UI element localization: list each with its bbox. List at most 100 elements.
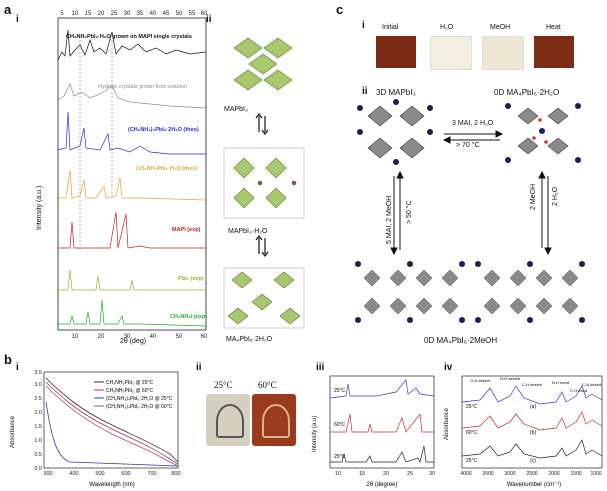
ftir-xlabel: Wavenumber (cm⁻¹)	[507, 482, 561, 488]
panel-a-letter: a	[4, 2, 12, 17]
xrd-xtick: 30	[429, 471, 435, 477]
top-tick: 35	[137, 11, 144, 17]
bottom-tick: 30	[124, 334, 131, 340]
trace-7	[58, 299, 207, 327]
photo-label-60c: 60°C	[258, 380, 277, 390]
uv-curve-1	[45, 377, 179, 463]
structures-figure	[223, 37, 305, 329]
xrd-frame	[57, 17, 207, 331]
structure-label-ma4pbi6: MA₄PbI₆·2H₂O	[226, 336, 273, 343]
top-tick: 15	[85, 11, 92, 17]
swatch-label-h2o: H₂O	[440, 24, 454, 31]
swatch-meoh	[482, 36, 524, 70]
trace-5	[58, 211, 206, 249]
ftir-annot-nh-stretch: N-H stretch	[500, 376, 520, 381]
top-tick: 40	[150, 11, 157, 17]
panel-b-letter: b	[4, 352, 12, 367]
swatch-label-initial: Initial	[382, 24, 399, 31]
swatch-initial	[376, 36, 416, 68]
ftir-label-25c-bottom: 25°C	[466, 458, 478, 464]
uv-ylabel: Absorbance	[10, 415, 16, 448]
label-0d-meoh: 0D MA₄PbI₆·2MeOH	[424, 336, 498, 345]
uv-vis-plot: 0.0 0.5 1.0 1.5 2.0 2.5 3.0 3.5 300 400 …	[34, 370, 180, 488]
panel-b-iii-label: iii	[316, 362, 325, 373]
top-tick: 50	[176, 11, 183, 17]
uv-xtick: 500	[95, 471, 104, 477]
trace-3	[57, 111, 206, 155]
xrd-xtick: 15	[359, 471, 365, 477]
arrow-top-upper-label: 3 MAI, 2 H₂O	[452, 120, 494, 127]
panel-b-iv-label: iv	[444, 362, 453, 373]
ftir-xtick: 3500	[482, 471, 493, 477]
xrd-top-ticks: 5 10 15 20 25 30 35 40 45 50 55 60	[60, 11, 208, 17]
uv-xlabel: Wavelength (nm)	[89, 482, 134, 488]
bottom-tick: 10	[72, 334, 79, 340]
equilibrium-arrows	[255, 113, 269, 257]
logo-emblem-60c	[262, 404, 290, 438]
arrow-right-b-label: 2 H₂O	[552, 186, 559, 206]
logo-emblem-25c	[216, 404, 244, 438]
arrow-left-b-label: > 50 °C	[406, 200, 413, 224]
ftir-annot-nh-bend: N-H bend	[552, 380, 569, 385]
ftir-xtick: 2000	[548, 471, 559, 477]
swatch-label-meoh: MeOH	[490, 24, 511, 31]
uv-ytick: 3.0	[34, 382, 42, 388]
trace-label-6: PbI₂ (exp)	[178, 276, 204, 282]
xrd-xtick: 25	[407, 471, 413, 477]
trace-label-1: CH₃NH₃PbI₃·H₂O grown on MAPI single crys…	[66, 34, 192, 40]
ftir-xtick: 3000	[504, 471, 515, 477]
mapbi3-structure	[233, 37, 293, 91]
trace-label-7: CH₃NH₃I (exp)	[170, 314, 207, 320]
phase-diagram	[355, 99, 585, 323]
uv-curve-2	[45, 381, 179, 465]
uv-legend-4: (CH₃NH₃)₄PbI₆·2H₂O @ 60°C	[106, 404, 173, 410]
trace-2	[57, 83, 207, 109]
ftir-annot-oh: O-H stretch	[470, 378, 490, 383]
panel-a-ii-label: ii	[206, 14, 212, 25]
ftir-annot-cn: C-N stretch	[582, 382, 602, 387]
bottom-tick: 40	[150, 334, 157, 340]
uv-ytick: 3.5	[34, 370, 42, 376]
xrd-trace-25c-top	[329, 379, 435, 399]
ftir-xtick: 1500	[570, 471, 581, 477]
panel-a-i-label: i	[16, 14, 19, 25]
photo-label-25c: 25°C	[214, 380, 233, 390]
top-tick: 60	[201, 11, 208, 17]
trace-label-2: Hydrate crystals grown from solution	[98, 84, 187, 90]
ftir-xtick: 2500	[526, 471, 537, 477]
xrd-trace-25c-bottom	[330, 445, 434, 464]
swatch-heat	[534, 36, 574, 68]
bottom-tick: 20	[98, 334, 105, 340]
hydrate-structure	[223, 147, 305, 219]
uv-xtick: 300	[43, 471, 52, 477]
panel-c-letter: c	[336, 2, 344, 17]
ftir-xtick: 4000	[460, 471, 471, 477]
trace-6	[58, 269, 206, 291]
panel-b-i-label: i	[16, 362, 19, 373]
swatch-h2o	[430, 36, 472, 70]
xrd-stack-plot: 5 10 15 20 25 30 35 40 45 50 55 60 10 20…	[57, 11, 208, 340]
xrd-label-25c-top: 25°C	[334, 388, 346, 394]
structure-label-hydrate: MAPbI₃·H₂O	[228, 228, 268, 235]
uv-ytick: 2.5	[34, 396, 42, 402]
bottom-tick: 60	[201, 334, 208, 340]
ftir-annot-ch-bend: C-H bend	[570, 388, 587, 393]
phase-arrows	[390, 130, 552, 256]
top-tick: 20	[98, 11, 105, 17]
uv-legend-2: CH₃NH₃PbI₃ @ 60°C	[106, 388, 153, 394]
ftir-trace-b	[461, 411, 603, 431]
xrd-temp-plot: 25°C 60°C 25°C 10 15 20 25 30 2θ (degree…	[329, 375, 435, 488]
ftir-xtick: 1000	[590, 471, 601, 477]
bottom-tick: 50	[176, 334, 183, 340]
lattice-0d-hydrate	[505, 103, 581, 163]
structure-label-mapbi3: MAPbI₃	[224, 106, 248, 113]
uv-ytick: 1.5	[34, 424, 42, 430]
arrow-top-lower-label: > 70 °C	[456, 142, 480, 149]
ftir-label-60c: 60°C	[466, 430, 478, 436]
ftir-tag-a: (a)	[530, 404, 536, 410]
uv-curve-3	[45, 401, 179, 467]
ftir-plot: O-H stretch N-H stretch C-H stretch N-H …	[460, 375, 603, 488]
uv-legend-1: CH₃NH₃PbI₃ @ 25°C	[106, 380, 153, 386]
ftir-tag-c: (c)	[530, 458, 536, 464]
trace-label-5: MAPI (exp)	[172, 227, 201, 233]
